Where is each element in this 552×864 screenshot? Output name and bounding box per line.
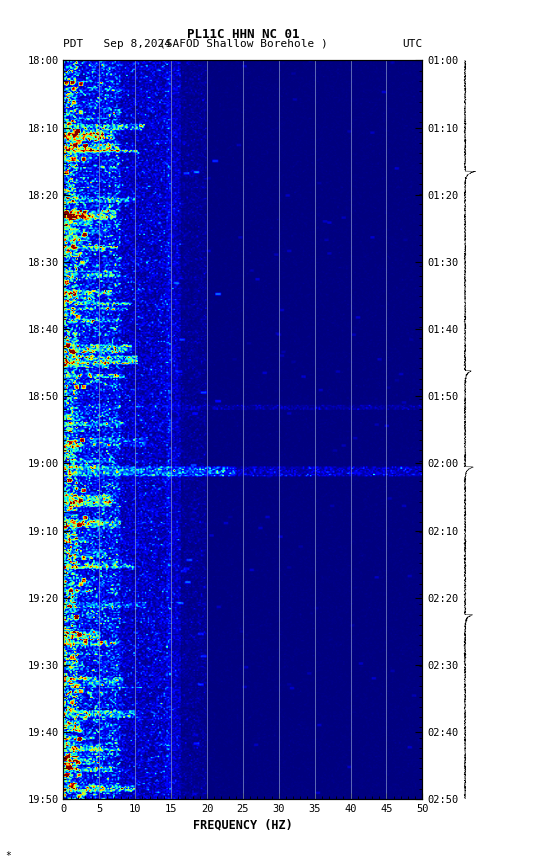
Text: PL11C HHN NC 01: PL11C HHN NC 01	[187, 28, 299, 41]
Text: PDT   Sep 8,2024: PDT Sep 8,2024	[63, 39, 172, 49]
X-axis label: FREQUENCY (HZ): FREQUENCY (HZ)	[193, 818, 293, 831]
Text: (SAFOD Shallow Borehole ): (SAFOD Shallow Borehole )	[158, 39, 327, 49]
Text: *: *	[6, 851, 12, 861]
Text: UTC: UTC	[402, 39, 422, 49]
